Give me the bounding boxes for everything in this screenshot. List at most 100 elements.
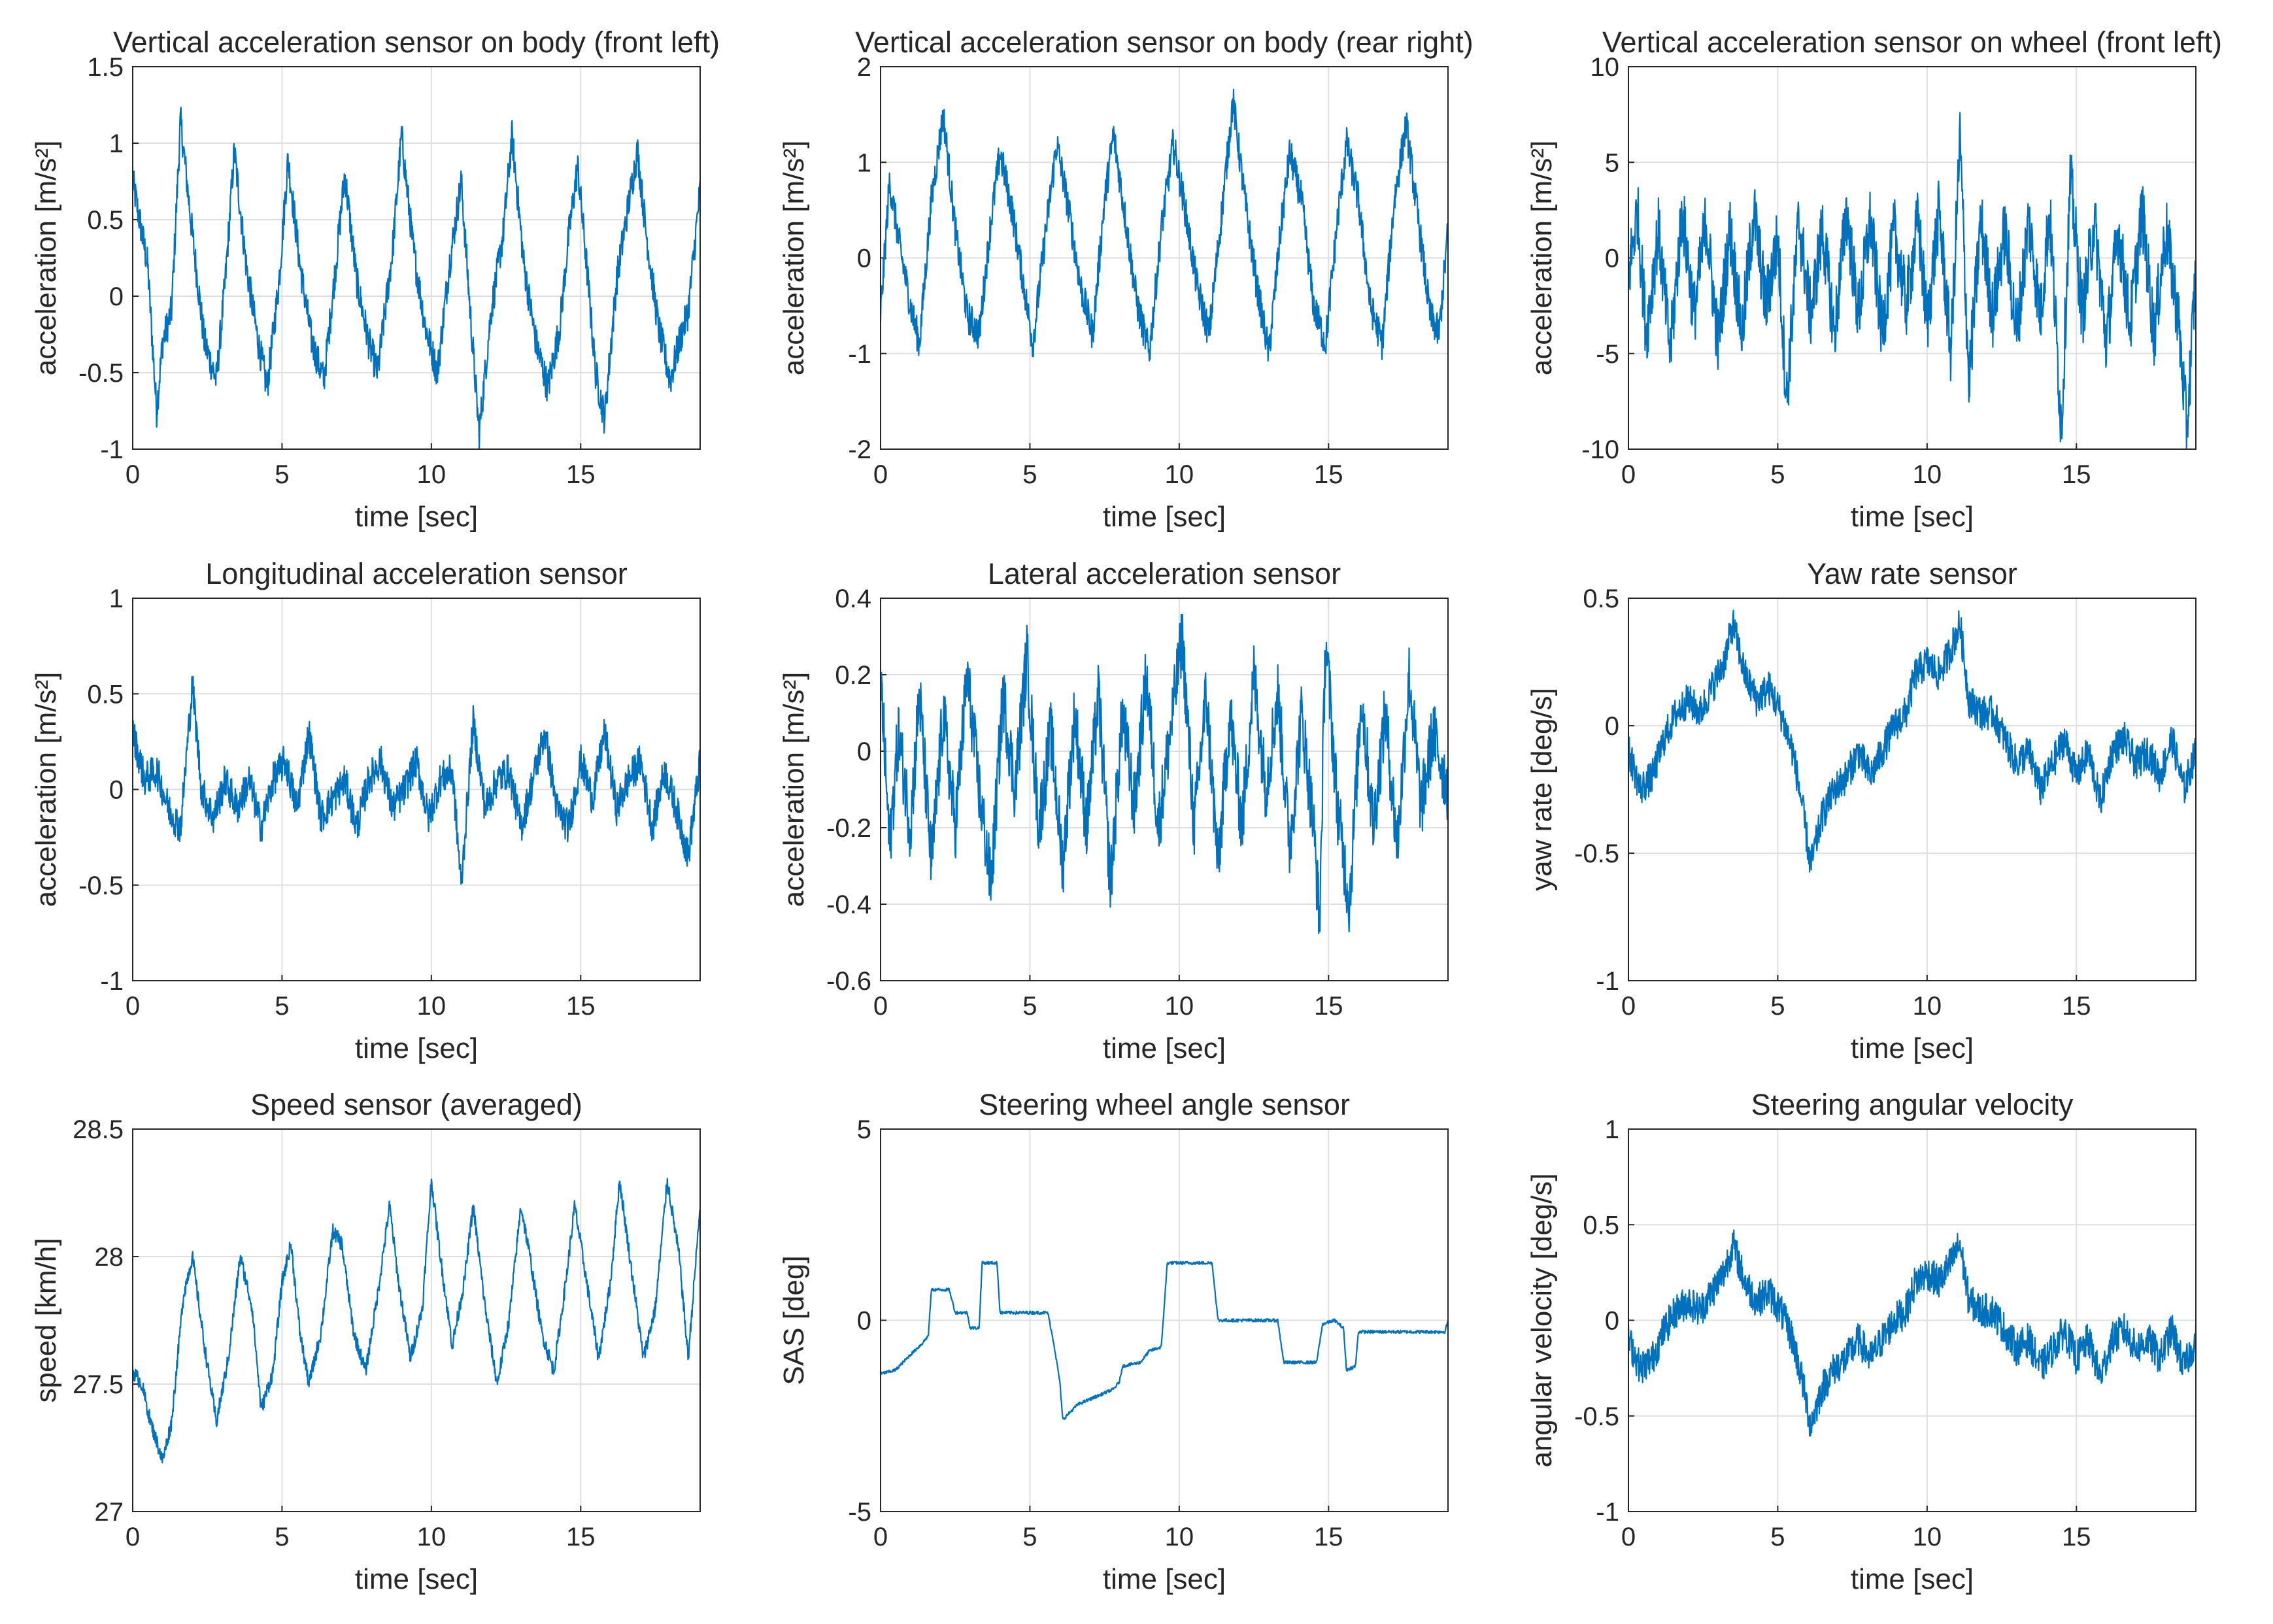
- axes-box: [880, 1128, 1449, 1512]
- x-tick-label: 5: [1770, 1523, 1785, 1551]
- series-line: [133, 675, 700, 885]
- series-line: [1628, 112, 2196, 449]
- series-line: [1628, 609, 2196, 873]
- series-line: [881, 88, 1448, 362]
- x-tick-label: 10: [1913, 1523, 1942, 1551]
- x-tick-label: 15: [566, 460, 596, 489]
- x-tick-label: 0: [1621, 992, 1636, 1021]
- x-axis-label: time [sec]: [1851, 501, 1974, 533]
- y-tick-label: 0.4: [835, 584, 871, 613]
- y-axis-label: acceleration [m/s²]: [778, 141, 810, 375]
- x-tick-label: 10: [1165, 460, 1194, 489]
- plot-area: [132, 1128, 701, 1512]
- x-tick-label: 15: [1314, 1523, 1343, 1551]
- y-axis-label: speed [km/h]: [30, 1238, 62, 1403]
- y-tick-label: -1: [100, 435, 124, 464]
- series-line: [881, 1260, 1448, 1420]
- x-tick-label: 15: [2062, 460, 2091, 489]
- axes-box: [880, 66, 1449, 450]
- y-tick-label: 0.5: [1583, 584, 1619, 613]
- x-tick-label: 15: [2062, 1523, 2091, 1551]
- y-tick-label: 0.2: [835, 661, 871, 690]
- x-tick-label: 5: [1022, 992, 1037, 1021]
- y-tick-label: -1: [100, 967, 124, 996]
- x-tick-label: 0: [873, 460, 888, 489]
- series-line: [1628, 1229, 2196, 1437]
- x-tick-label: 10: [417, 992, 446, 1021]
- y-tick-label: 0: [857, 737, 871, 766]
- x-tick-label: 0: [873, 1523, 888, 1551]
- x-tick-label: 5: [1022, 460, 1037, 489]
- x-axis-label: time [sec]: [1103, 1563, 1226, 1595]
- chart-title: Longitudinal acceleration sensor: [205, 557, 627, 590]
- axes-box: [1628, 598, 2197, 981]
- x-tick-label: 15: [566, 1523, 596, 1551]
- y-tick-label: 27.5: [73, 1370, 124, 1399]
- x-tick-label: 0: [126, 1523, 140, 1551]
- y-tick-label: 0: [857, 245, 871, 273]
- axes-box: [132, 66, 701, 450]
- x-tick-label: 15: [2062, 992, 2091, 1021]
- x-tick-label: 5: [1770, 992, 1785, 1021]
- y-tick-label: 28.5: [73, 1115, 124, 1144]
- x-tick-label: 0: [873, 992, 888, 1021]
- x-tick-label: 0: [126, 992, 140, 1021]
- x-axis-label: time [sec]: [1103, 1032, 1226, 1064]
- y-tick-label: 1: [109, 584, 124, 613]
- y-tick-label: 27: [95, 1498, 124, 1527]
- y-tick-label: 0: [1605, 1307, 1619, 1336]
- chart-title: Yaw rate sensor: [1807, 557, 2017, 590]
- y-tick-label: -1: [848, 340, 871, 369]
- y-tick-label: -0.5: [1574, 1402, 1619, 1431]
- y-tick-label: -1: [1596, 1498, 1619, 1527]
- chart-title: Speed sensor (averaged): [250, 1088, 582, 1121]
- axes-box: [132, 1128, 701, 1512]
- y-tick-label: 0: [1605, 245, 1619, 273]
- x-axis-label: time [sec]: [355, 501, 478, 533]
- y-tick-label: -0.2: [826, 814, 871, 843]
- x-tick-label: 0: [1621, 1523, 1636, 1551]
- y-axis-label: yaw rate [deg/s]: [1526, 688, 1558, 891]
- x-tick-label: 15: [1314, 992, 1343, 1021]
- y-tick-label: -0.5: [1574, 839, 1619, 868]
- axes-box: [1628, 1128, 2197, 1512]
- x-tick-label: 15: [566, 992, 596, 1021]
- y-tick-label: 1.5: [87, 53, 124, 82]
- y-tick-label: -0.4: [826, 890, 871, 919]
- y-axis-label: acceleration [m/s²]: [1526, 141, 1558, 375]
- x-tick-label: 10: [417, 1523, 446, 1551]
- x-axis-label: time [sec]: [1851, 1032, 1974, 1064]
- x-tick-label: 10: [417, 460, 446, 489]
- x-tick-label: 10: [1165, 992, 1194, 1021]
- y-tick-label: -0.6: [826, 967, 871, 996]
- chart-title: Steering angular velocity: [1751, 1088, 2074, 1121]
- chart-title: Vertical acceleration sensor on body (re…: [855, 25, 1473, 59]
- x-tick-label: 5: [1022, 1523, 1037, 1551]
- y-tick-label: 0.5: [87, 206, 124, 235]
- y-tick-label: 0.5: [1583, 1211, 1619, 1240]
- y-tick-label: 5: [1605, 148, 1619, 177]
- x-tick-label: 5: [275, 992, 289, 1021]
- y-tick-label: 2: [857, 53, 871, 82]
- y-axis-label: acceleration [m/s²]: [778, 672, 810, 907]
- chart-title: Lateral acceleration sensor: [988, 557, 1341, 590]
- y-tick-label: 0.5: [87, 680, 124, 709]
- y-tick-label: 1: [1605, 1115, 1619, 1144]
- y-tick-label: 0: [1605, 712, 1619, 741]
- series-line: [881, 613, 1448, 934]
- y-tick-label: -10: [1581, 435, 1619, 464]
- axes-box: [1628, 66, 2197, 450]
- y-axis-label: acceleration [m/s²]: [30, 141, 62, 375]
- x-tick-label: 5: [275, 460, 289, 489]
- x-tick-label: 15: [1314, 460, 1343, 489]
- x-axis-label: time [sec]: [355, 1563, 478, 1595]
- y-axis-label: angular velocity [deg/s]: [1526, 1173, 1558, 1467]
- axes-box: [132, 598, 701, 981]
- y-tick-label: 5: [857, 1115, 871, 1144]
- y-tick-label: 0: [109, 282, 124, 311]
